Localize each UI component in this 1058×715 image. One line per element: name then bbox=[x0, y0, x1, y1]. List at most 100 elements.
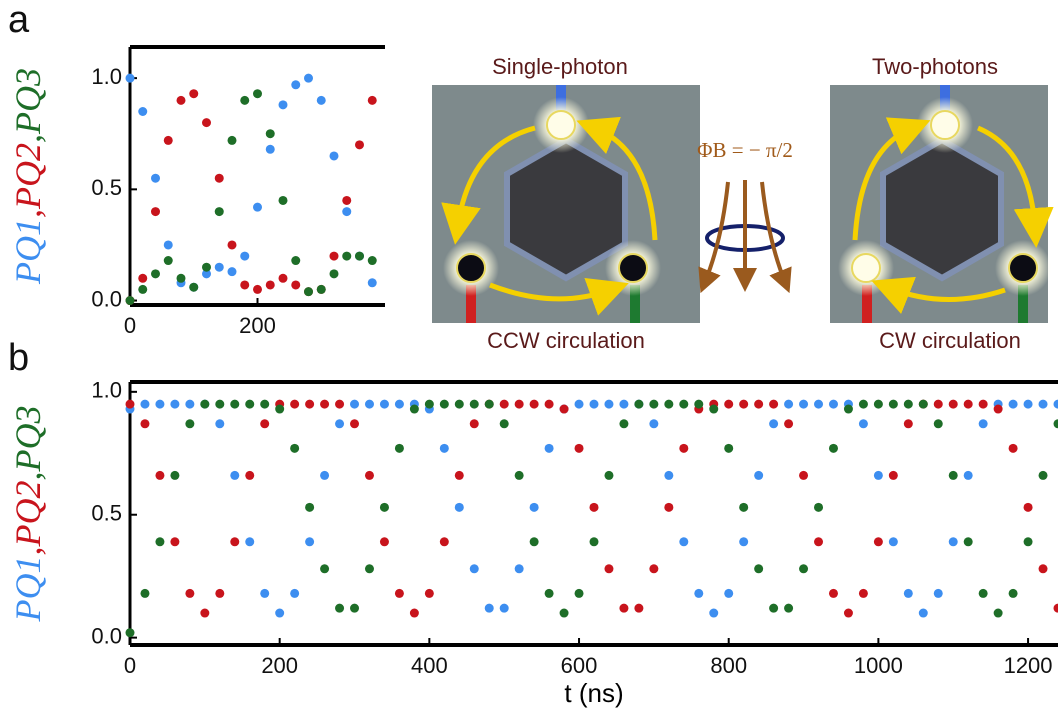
data-point bbox=[140, 419, 150, 429]
data-point bbox=[694, 399, 704, 409]
data-point bbox=[499, 419, 509, 429]
data-point bbox=[1008, 443, 1018, 453]
data-point bbox=[316, 95, 326, 105]
data-point bbox=[155, 399, 165, 409]
y-label-separator: , bbox=[8, 134, 48, 143]
data-point bbox=[185, 588, 195, 598]
data-point bbox=[185, 399, 195, 409]
data-point bbox=[138, 107, 148, 116]
data-point bbox=[679, 537, 689, 547]
data-point bbox=[379, 399, 389, 409]
data-point bbox=[888, 537, 898, 547]
data-point bbox=[709, 608, 719, 618]
data-point bbox=[828, 588, 838, 598]
data-point bbox=[514, 470, 524, 480]
data-point bbox=[858, 588, 868, 598]
flux-symbol: ΦB = − π/2 bbox=[697, 138, 793, 294]
data-point bbox=[305, 399, 315, 409]
data-point bbox=[364, 470, 374, 480]
data-point bbox=[724, 443, 734, 453]
data-point bbox=[918, 399, 928, 409]
data-point bbox=[305, 537, 315, 547]
data-point bbox=[858, 399, 868, 409]
data-point bbox=[679, 443, 689, 453]
data-point bbox=[604, 564, 614, 574]
data-point bbox=[724, 588, 734, 598]
data-point bbox=[993, 608, 1003, 618]
data-point bbox=[202, 269, 211, 279]
data-point bbox=[240, 280, 250, 290]
data-point bbox=[439, 443, 449, 453]
y-label-part: PQ2 bbox=[8, 481, 48, 548]
x-tick-label: 1200 bbox=[1004, 653, 1053, 678]
data-point bbox=[320, 470, 330, 480]
data-point bbox=[1053, 419, 1058, 429]
data-point bbox=[814, 399, 824, 409]
data-point bbox=[1008, 588, 1018, 598]
flux-label: ΦB = − π/2 bbox=[697, 138, 793, 162]
data-point bbox=[367, 256, 377, 266]
data-point bbox=[664, 399, 674, 409]
data-point bbox=[230, 399, 240, 409]
y-label-separator: , bbox=[8, 209, 48, 218]
data-point bbox=[858, 419, 868, 429]
data-point bbox=[978, 399, 988, 409]
data-point bbox=[634, 603, 644, 613]
data-point bbox=[170, 470, 180, 480]
data-point bbox=[933, 399, 943, 409]
data-point bbox=[529, 502, 539, 512]
data-point bbox=[304, 287, 313, 297]
data-point bbox=[769, 399, 779, 409]
y-tick-label: 0.5 bbox=[91, 175, 122, 200]
data-point bbox=[335, 399, 345, 409]
data-point bbox=[799, 564, 809, 574]
data-point bbox=[176, 273, 186, 283]
data-point bbox=[214, 173, 224, 183]
data-point bbox=[918, 608, 928, 618]
data-point bbox=[278, 100, 288, 110]
data-point bbox=[933, 419, 943, 429]
data-point bbox=[574, 443, 584, 453]
data-point bbox=[604, 470, 614, 480]
data-point bbox=[1038, 470, 1048, 480]
data-point bbox=[355, 140, 364, 150]
data-point bbox=[320, 399, 330, 409]
data-point bbox=[544, 588, 554, 598]
data-point bbox=[1038, 564, 1048, 574]
data-point bbox=[649, 564, 659, 574]
data-point bbox=[649, 399, 659, 409]
data-point bbox=[814, 502, 824, 512]
data-point bbox=[163, 135, 173, 145]
x-tick-label: 400 bbox=[411, 653, 448, 678]
data-point bbox=[202, 262, 211, 272]
data-point bbox=[379, 537, 389, 547]
data-point bbox=[499, 603, 509, 613]
data-point bbox=[329, 251, 339, 261]
data-point bbox=[754, 470, 764, 480]
data-point bbox=[469, 419, 479, 429]
data-point bbox=[291, 280, 301, 290]
data-point bbox=[1008, 399, 1018, 409]
data-point bbox=[260, 588, 270, 598]
data-point bbox=[769, 419, 779, 429]
data-point bbox=[1038, 399, 1048, 409]
data-point bbox=[125, 73, 135, 83]
data-point bbox=[350, 419, 360, 429]
data-point bbox=[634, 399, 644, 409]
data-point bbox=[200, 608, 210, 618]
data-point bbox=[278, 195, 288, 205]
y-label-separator: , bbox=[8, 472, 48, 481]
x-tick-label: 1000 bbox=[854, 653, 903, 678]
diagram-caption: CCW circulation bbox=[487, 328, 645, 353]
data-point bbox=[724, 399, 734, 409]
data-point bbox=[933, 588, 943, 598]
data-point bbox=[163, 256, 173, 266]
data-point bbox=[202, 118, 211, 128]
data-point bbox=[290, 399, 300, 409]
data-point bbox=[888, 399, 898, 409]
data-point bbox=[454, 470, 464, 480]
data-point bbox=[265, 144, 275, 154]
data-point bbox=[574, 588, 584, 598]
data-point bbox=[409, 608, 419, 618]
data-point bbox=[350, 399, 360, 409]
